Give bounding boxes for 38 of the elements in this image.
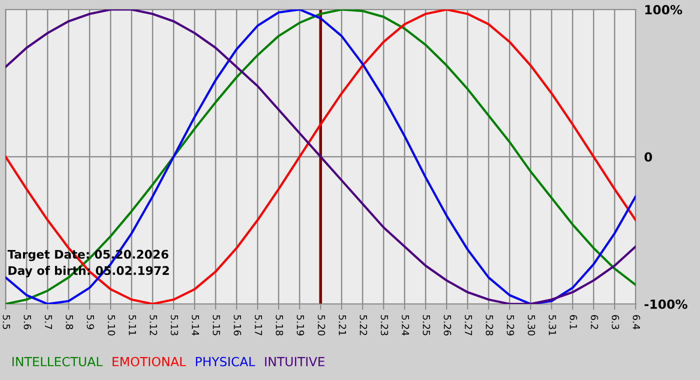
y-tick-label: -100%	[644, 299, 688, 309]
text: PHYSICAL	[196, 356, 256, 366]
x-tick-label: 5.5	[2, 315, 10, 330]
x-tick-label: 5.16	[234, 315, 242, 336]
x-tick-label: 5.6	[24, 315, 32, 330]
text: INTELLECTUAL	[12, 356, 103, 366]
x-tick-label: 5.14	[192, 315, 200, 336]
y-tick-label: 0	[644, 152, 652, 162]
x-tick-label: 6.3	[612, 315, 620, 330]
x-tick-label: 5.19	[296, 315, 304, 336]
x-tick-label: 6.1	[570, 315, 578, 329]
x-tick-label: 5.18	[276, 315, 284, 336]
text: INTUITIVE	[265, 357, 324, 366]
x-tick-label: 5.20	[318, 315, 326, 336]
x-tick-label: 5.8	[66, 315, 74, 330]
x-tick-label: 5.21	[338, 315, 346, 336]
x-tick-label: 5.12	[150, 315, 158, 336]
x-tick-label: 5.17	[254, 315, 262, 336]
y-tick-label: 100%	[645, 4, 682, 14]
x-tick-label: 5.23	[380, 315, 388, 336]
x-tick-label: 5.9	[86, 315, 94, 330]
x-tick-label: 5.11	[128, 315, 136, 336]
x-tick-label: 5.10	[108, 315, 116, 336]
x-tick-label: 5.31	[548, 315, 556, 336]
x-tick-label: 5.7	[44, 315, 52, 330]
x-tick-label: 6.4	[632, 315, 640, 330]
x-tick-label: 6.2	[590, 315, 598, 329]
x-tick-label: 5.22	[360, 315, 368, 336]
x-tick-label: 5.27	[464, 315, 472, 336]
x-tick-label: 5.25	[422, 315, 430, 336]
x-tick-label: 5.26	[444, 315, 452, 336]
x-tick-label: 5.24	[402, 315, 410, 336]
x-tick-label: 5.30	[528, 315, 536, 336]
x-tick-label: 5.15	[212, 315, 220, 336]
x-tick-label: 5.28	[486, 315, 494, 336]
text: EMOTIONAL	[112, 356, 186, 366]
x-tick-label: 5.29	[506, 315, 514, 336]
x-tick-label: 5.13	[170, 315, 178, 336]
